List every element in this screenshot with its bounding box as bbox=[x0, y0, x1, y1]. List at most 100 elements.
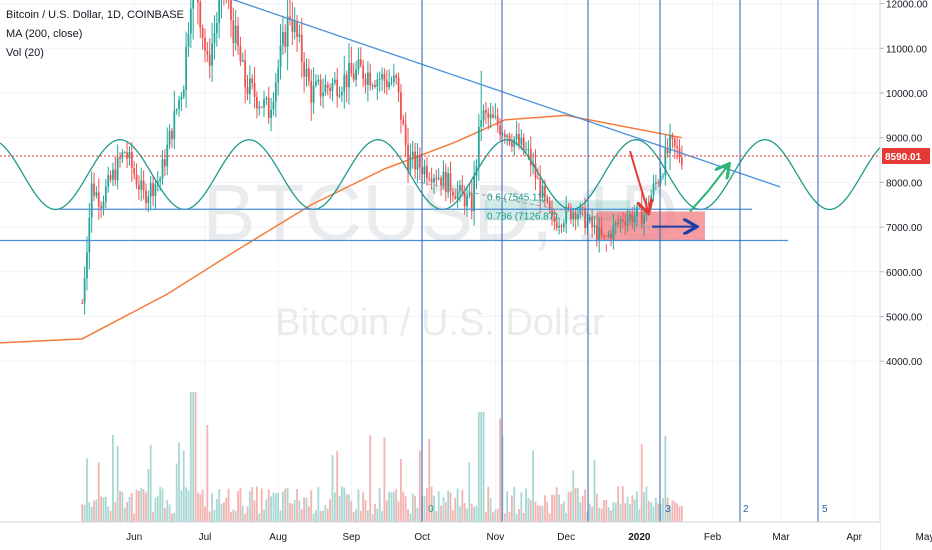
volume-bar bbox=[548, 513, 551, 522]
volume-bar bbox=[463, 503, 466, 522]
candle-body bbox=[149, 183, 152, 197]
candle-body bbox=[246, 87, 249, 95]
candle-body bbox=[218, 0, 221, 23]
candle-body bbox=[463, 192, 466, 207]
time-axis[interactable]: Jun Jul Aug Sep Oct Nov Dec 2020 Feb Mar Apr May bbox=[0, 521, 932, 550]
candle-body bbox=[180, 96, 183, 100]
candle-body bbox=[402, 119, 405, 125]
volume-bar bbox=[93, 500, 95, 522]
price-tick-label: 12000.00 bbox=[886, 0, 928, 11]
candle-body bbox=[319, 79, 322, 97]
volume-indicator-label[interactable]: Vol (20) bbox=[6, 47, 44, 59]
volume-bar bbox=[222, 502, 225, 522]
volume-bar bbox=[428, 439, 431, 522]
price-tick-label: 8000.00 bbox=[886, 178, 923, 189]
volume-bar bbox=[520, 492, 523, 522]
volume-bar bbox=[482, 412, 485, 522]
volume-bar bbox=[619, 503, 622, 522]
volume-bar bbox=[669, 505, 671, 522]
candle-body bbox=[522, 137, 525, 151]
candle-body bbox=[527, 148, 530, 150]
candle-body bbox=[383, 73, 386, 81]
volume-bar bbox=[310, 490, 313, 522]
volume-bar bbox=[154, 497, 157, 522]
volume-bar bbox=[138, 491, 140, 522]
volume-bar bbox=[279, 510, 282, 522]
candle-body bbox=[166, 144, 169, 167]
volume-bar bbox=[232, 509, 235, 522]
volume-bar bbox=[140, 487, 143, 522]
volume-bar bbox=[251, 487, 254, 522]
volume-bar bbox=[437, 491, 440, 522]
candle-body bbox=[591, 216, 594, 228]
ma-indicator-label[interactable]: MA (200, close) bbox=[6, 28, 83, 40]
volume-bar bbox=[178, 442, 180, 522]
candle-body bbox=[357, 59, 360, 70]
symbol-title[interactable]: Bitcoin / U.S. Dollar, 1D, COINBASE bbox=[6, 9, 184, 21]
candle-body bbox=[107, 175, 110, 187]
volume-bar bbox=[560, 504, 563, 522]
volume-bar bbox=[577, 487, 579, 522]
candle-body bbox=[307, 68, 310, 82]
candle-body bbox=[282, 32, 284, 46]
volume-bar bbox=[416, 507, 419, 522]
candle-body bbox=[647, 202, 650, 206]
volume-bar bbox=[621, 486, 624, 522]
candle-body bbox=[204, 37, 206, 51]
price-tick-label: 10000.00 bbox=[886, 89, 928, 100]
time-tick-label: Dec bbox=[557, 532, 575, 543]
volume-bar bbox=[414, 496, 416, 522]
candle-body bbox=[371, 85, 374, 87]
volume-bar bbox=[168, 504, 171, 522]
volume-bar bbox=[109, 510, 112, 522]
volume-bar bbox=[135, 489, 138, 522]
volume-bar bbox=[291, 503, 294, 522]
candle-body bbox=[621, 219, 624, 223]
candle-body bbox=[147, 196, 150, 204]
candle-body bbox=[355, 69, 357, 80]
volume-bar bbox=[567, 491, 570, 522]
volume-bar bbox=[586, 512, 589, 522]
volume-bar bbox=[570, 491, 572, 522]
volume-bar bbox=[652, 506, 655, 522]
candle-body bbox=[388, 82, 391, 88]
candle-body bbox=[492, 114, 494, 118]
candle-body bbox=[572, 212, 575, 220]
candle-body bbox=[633, 216, 636, 223]
candle-body bbox=[348, 62, 350, 88]
volume-bar bbox=[244, 513, 247, 522]
candle-body bbox=[586, 220, 589, 228]
volume-bar bbox=[369, 435, 372, 522]
down-arrow bbox=[629, 150, 648, 211]
volume-bar bbox=[404, 496, 407, 522]
volume-bar bbox=[402, 491, 405, 522]
volume-bar bbox=[499, 418, 501, 522]
candle-body bbox=[485, 110, 487, 113]
volume-bar bbox=[112, 435, 114, 522]
volume-bar bbox=[81, 504, 84, 522]
candle-body bbox=[456, 190, 459, 199]
volume-bar bbox=[562, 501, 565, 522]
price-axis[interactable]: 4000.00 5000.00 6000.00 7000.00 8000.00 9000.… bbox=[879, 0, 932, 550]
candle-body bbox=[416, 155, 419, 170]
candle-body bbox=[610, 233, 612, 239]
volume-bar bbox=[680, 506, 683, 522]
volume-bar bbox=[662, 498, 664, 522]
volume-bar bbox=[461, 489, 464, 522]
candle-body bbox=[529, 148, 532, 166]
volume-bar bbox=[161, 488, 164, 522]
volume-bar bbox=[449, 492, 452, 522]
volume-bar bbox=[366, 510, 369, 522]
volume-bar bbox=[187, 490, 190, 522]
volume-bar bbox=[626, 496, 629, 522]
volume-bar bbox=[664, 435, 667, 522]
candle-body bbox=[369, 72, 372, 86]
fib-label-0-6: 0.6 (7545.11) bbox=[487, 193, 546, 204]
volume-bar bbox=[409, 513, 412, 522]
candle-body bbox=[473, 176, 476, 212]
volume-bar bbox=[163, 507, 166, 522]
volume-bar bbox=[329, 499, 332, 522]
candle-body bbox=[171, 130, 173, 140]
candle-body bbox=[126, 152, 128, 159]
